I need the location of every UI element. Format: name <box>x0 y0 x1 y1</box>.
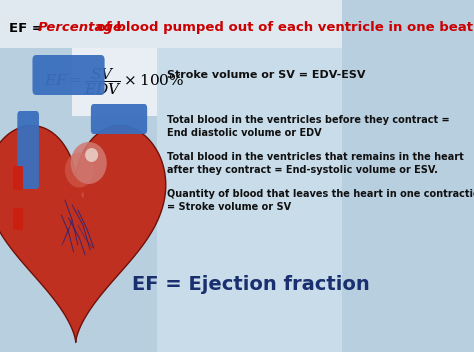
FancyBboxPatch shape <box>157 48 342 352</box>
Ellipse shape <box>85 148 98 162</box>
FancyBboxPatch shape <box>13 208 23 230</box>
Text: Total blood in the ventricles before they contract =: Total blood in the ventricles before the… <box>167 115 450 125</box>
Polygon shape <box>0 126 166 342</box>
Polygon shape <box>82 192 83 198</box>
Ellipse shape <box>71 142 107 184</box>
Text: Total blood in the ventricles that remains in the heart: Total blood in the ventricles that remai… <box>167 152 464 162</box>
FancyBboxPatch shape <box>91 104 147 134</box>
Text: = Stroke volume or SV: = Stroke volume or SV <box>167 202 292 212</box>
Text: EF = Ejection fraction: EF = Ejection fraction <box>132 276 370 295</box>
FancyBboxPatch shape <box>0 0 342 48</box>
Text: Stroke volume or SV = EDV-ESV: Stroke volume or SV = EDV-ESV <box>167 70 366 80</box>
Text: Quantity of blood that leaves the heart in one contraction: Quantity of blood that leaves the heart … <box>167 189 474 199</box>
FancyBboxPatch shape <box>18 111 39 189</box>
Text: End diastolic volume or EDV: End diastolic volume or EDV <box>167 128 322 138</box>
Text: EF =: EF = <box>9 21 47 34</box>
Text: of blood pumped out of each ventricle in one beat: of blood pumped out of each ventricle in… <box>92 21 474 34</box>
Text: Percentage: Percentage <box>37 21 122 34</box>
FancyBboxPatch shape <box>72 48 157 116</box>
Text: $EF = \dfrac{SV}{EDV} \times 100\%$: $EF = \dfrac{SV}{EDV} \times 100\%$ <box>44 67 184 98</box>
FancyBboxPatch shape <box>13 166 23 190</box>
Ellipse shape <box>65 152 94 188</box>
Text: after they contract = End-systolic volume or ESV.: after they contract = End-systolic volum… <box>167 165 438 175</box>
FancyBboxPatch shape <box>32 55 105 95</box>
